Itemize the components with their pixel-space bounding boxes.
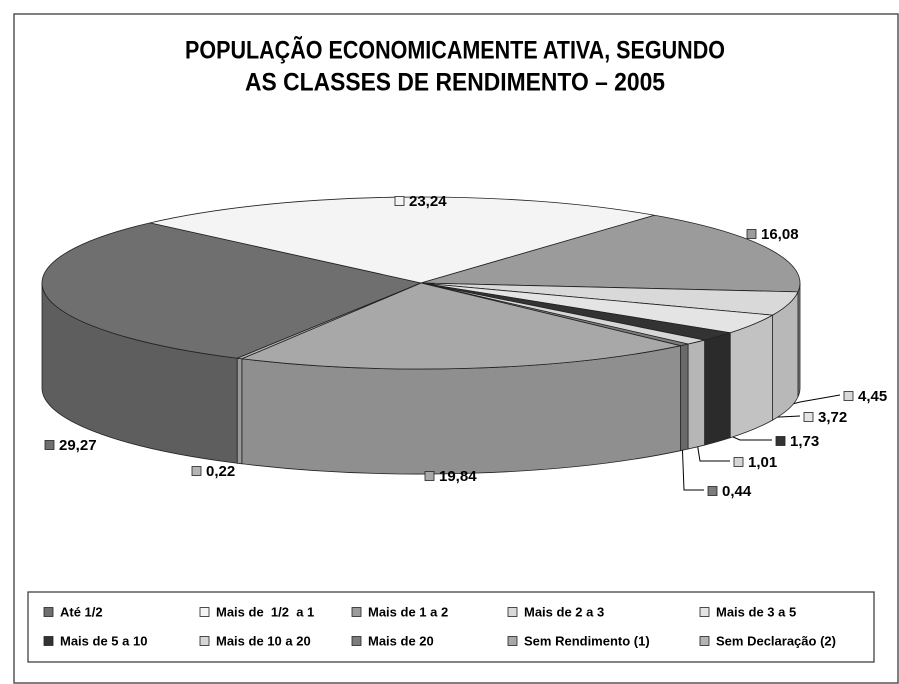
legend-swatch — [699, 607, 710, 617]
legend-swatch — [43, 607, 54, 617]
pie-side — [680, 343, 689, 452]
value-label: 0,44 — [722, 483, 752, 500]
legend-label: Mais de 5 a 10 — [60, 633, 147, 648]
legend-label: Até 1/2 — [60, 604, 103, 619]
pie-side — [729, 314, 773, 439]
legend-label: Sem Rendimento (1) — [524, 633, 650, 648]
pie-side — [687, 339, 705, 450]
legend-swatch — [699, 636, 710, 646]
pie-slice — [235, 282, 422, 360]
value-label: 19,84 — [439, 468, 477, 485]
label-marker — [44, 440, 55, 450]
pie-slice — [240, 282, 681, 370]
pie-side — [704, 332, 731, 446]
legend-label: Mais de 1/2 a 1 — [216, 604, 314, 619]
legend-label: Mais de 3 a 5 — [716, 604, 796, 619]
value-label: 29,27 — [59, 437, 97, 454]
label-marker — [803, 412, 814, 422]
label-marker — [733, 457, 744, 467]
legend-swatch — [43, 636, 54, 646]
legend-swatch — [507, 607, 518, 617]
label-marker — [746, 229, 757, 239]
legend-swatch — [507, 636, 518, 646]
pie-slice — [420, 214, 801, 293]
label-marker — [843, 391, 854, 401]
legend-swatch — [199, 636, 210, 646]
pie-slice — [41, 222, 423, 359]
chart-title: AS CLASSES DE RENDIMENTO – 2005 — [245, 69, 665, 97]
value-label: 0,22 — [206, 463, 235, 480]
value-label: 1,73 — [790, 433, 819, 450]
value-label: 3,72 — [818, 409, 847, 426]
chart-title: POPULAÇÃO ECONOMICAMENTE ATIVA, SEGUNDO — [185, 35, 725, 65]
legend-label: Mais de 20 — [368, 633, 434, 648]
label-marker — [707, 486, 718, 496]
legend-label: Sem Declaração (2) — [716, 633, 836, 648]
leader-line — [681, 437, 704, 491]
value-label: 4,45 — [858, 388, 887, 405]
pie-side — [236, 357, 243, 465]
legend-swatch — [351, 607, 362, 617]
value-label: 23,24 — [409, 193, 447, 210]
label-marker — [424, 471, 435, 481]
legend-label: Mais de 1 a 2 — [368, 604, 448, 619]
legend-swatch — [351, 636, 362, 646]
legend-box — [27, 591, 875, 663]
legend-swatch — [199, 607, 210, 617]
legend-label: Mais de 10 a 20 — [216, 633, 311, 648]
label-marker — [775, 436, 786, 446]
legend-label: Mais de 2 a 3 — [524, 604, 604, 619]
label-marker — [394, 196, 405, 206]
value-label: 1,01 — [748, 454, 777, 471]
value-label: 16,08 — [761, 226, 799, 243]
label-marker — [191, 466, 202, 476]
